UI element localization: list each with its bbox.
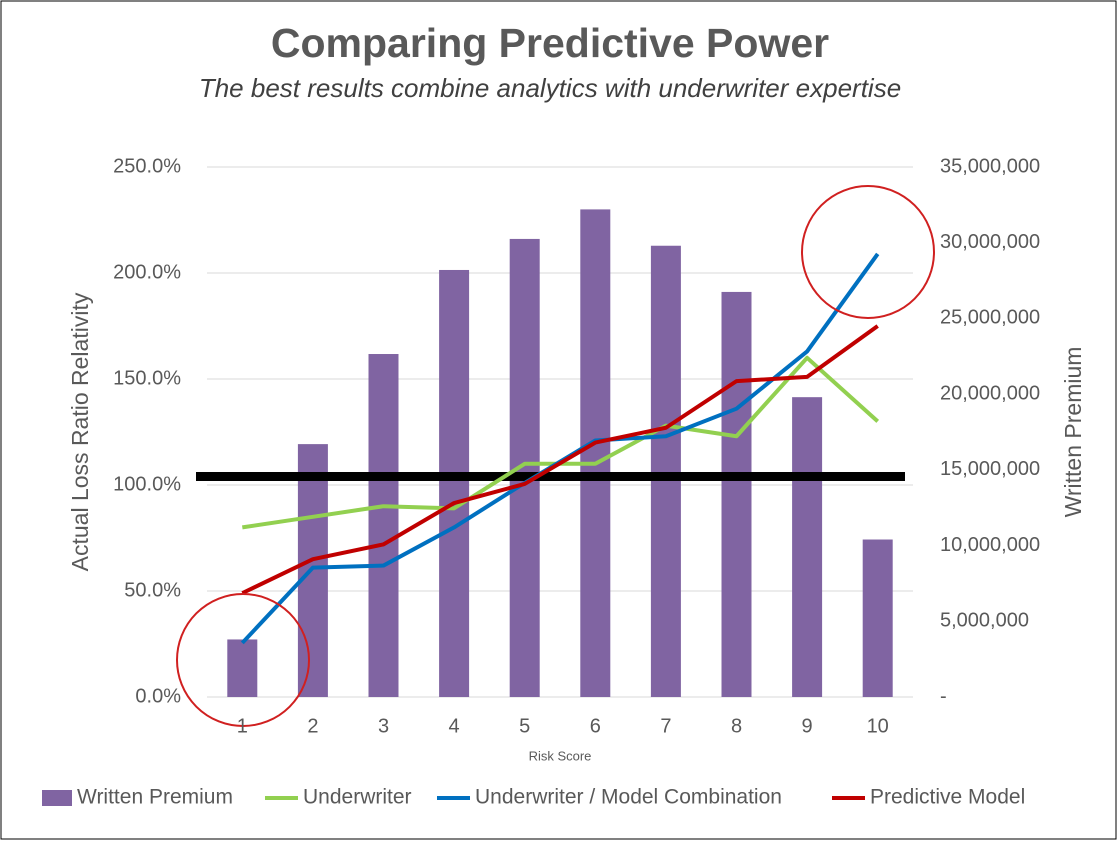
legend-label: Underwriter [303, 786, 412, 809]
y2-axis-label: Written Premium [1060, 347, 1086, 518]
y2-tick-label: - [940, 685, 947, 707]
y-tick-label: 250.0% [113, 155, 181, 177]
bar [721, 291, 752, 697]
x-tick-label: 8 [731, 715, 742, 737]
x-tick-label: 10 [867, 715, 889, 737]
x-tick-label: 6 [590, 715, 601, 737]
bar [368, 354, 399, 697]
bar [439, 269, 470, 697]
bar [509, 238, 540, 697]
chart-title: Comparing Predictive Power [271, 20, 829, 66]
x-tick-label: 4 [449, 715, 460, 737]
chart-subtitle: The best results combine analytics with … [199, 73, 901, 103]
legend-label: Underwriter / Model Combination [475, 786, 782, 809]
x-tick-label: 9 [802, 715, 813, 737]
x-tick-label: 2 [307, 715, 318, 737]
x-tick-label: 7 [660, 715, 671, 737]
y2-tick-label: 15,000,000 [940, 458, 1040, 480]
legend-label: Predictive Model [870, 786, 1025, 809]
line-series [241, 324, 879, 595]
bar [792, 397, 823, 697]
y2-tick-label: 20,000,000 [940, 382, 1040, 404]
bar [580, 209, 611, 697]
bar [227, 639, 258, 697]
y-tick-label: 150.0% [113, 367, 181, 389]
y2-tick-label: 25,000,000 [940, 307, 1040, 329]
y2-tick-label: 5,000,000 [940, 610, 1029, 632]
y-tick-label: 200.0% [113, 261, 181, 283]
y2-tick-label: 35,000,000 [940, 155, 1040, 177]
y2-tick-label: 30,000,000 [940, 231, 1040, 253]
x-axis-label: Risk Score [529, 748, 592, 763]
y-tick-label: 100.0% [113, 473, 181, 495]
legend-label: Written Premium [77, 786, 233, 809]
y2-tick-label: 10,000,000 [940, 534, 1040, 556]
bar [650, 245, 681, 697]
highlight-circle [801, 185, 935, 319]
highlight-circle [176, 593, 310, 727]
y-axis-label: Actual Loss Ratio Relativity [67, 292, 93, 571]
bar [862, 539, 893, 697]
x-tick-label: 3 [378, 715, 389, 737]
x-tick-label: 5 [519, 715, 530, 737]
x-tick-label: 1 [237, 715, 248, 737]
legend-swatch [42, 790, 72, 806]
y-tick-label: 0.0% [135, 685, 181, 707]
y-tick-label: 50.0% [124, 579, 181, 601]
